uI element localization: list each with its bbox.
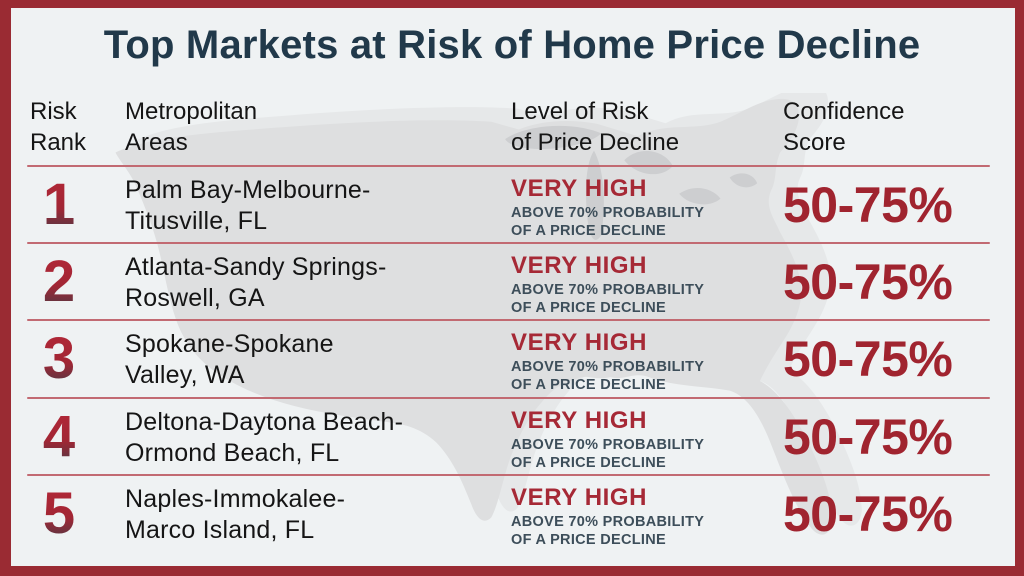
confidence-score-value: 50-75%: [783, 331, 953, 387]
risk-level-cell: VERY HIGH ABOVE 70% PROBABILITY OF A PRI…: [511, 252, 704, 317]
row-divider: [27, 165, 990, 167]
header-line: Level of Risk: [511, 98, 649, 125]
risk-rank-value: 1: [30, 173, 88, 237]
column-header-risk-rank: Risk Rank: [30, 96, 86, 158]
lake-michigan: [586, 150, 604, 240]
confidence-score-value: 50-75%: [783, 486, 953, 542]
risk-detail-line: ABOVE 70% PROBABILITY: [511, 205, 705, 221]
risk-rank-value: 4: [30, 405, 88, 469]
risk-level-detail: ABOVE 70% PROBABILITY OF A PRICE DECLINE: [511, 205, 704, 240]
page-title: Top Markets at Risk of Home Price Declin…: [103, 23, 921, 67]
confidence-score-value: 50-75%: [783, 177, 953, 233]
row-divider: [27, 474, 990, 476]
risk-detail-line: OF A PRICE DECLINE: [511, 222, 666, 239]
header-line: Metropolitan: [125, 98, 258, 125]
column-header-metro-areas: Metropolitan Areas: [125, 96, 257, 158]
risk-level-value: VERY HIGH: [511, 252, 648, 279]
lake-erie: [679, 188, 721, 205]
risk-level-value: VERY HIGH: [511, 329, 648, 356]
risk-rank-value: 5: [30, 482, 88, 546]
risk-detail-line: ABOVE 70% PROBABILITY: [511, 437, 705, 453]
metro-line: Ormond Beach, FL: [125, 439, 340, 467]
metro-area: Palm Bay-Melbourne- Titusville, FL: [125, 175, 371, 237]
lake-superior: [505, 125, 602, 149]
risk-level-detail: ABOVE 70% PROBABILITY OF A PRICE DECLINE: [511, 514, 704, 549]
metro-line: Spokane-Spokane: [125, 330, 334, 358]
risk-level-cell: VERY HIGH ABOVE 70% PROBABILITY OF A PRI…: [511, 175, 704, 240]
metro-area: Deltona-Daytona Beach- Ormond Beach, FL: [125, 407, 403, 469]
risk-detail-line: OF A PRICE DECLINE: [511, 454, 666, 471]
risk-level-value: VERY HIGH: [511, 484, 648, 511]
risk-rank-value: 3: [30, 327, 88, 391]
row-divider: [27, 242, 990, 244]
row-divider: [27, 397, 990, 399]
risk-level-cell: VERY HIGH ABOVE 70% PROBABILITY OF A PRI…: [511, 484, 704, 549]
table-row-5: 5 Naples-Immokalee- Marco Island, FL VER…: [0, 475, 1024, 553]
risk-level-detail: ABOVE 70% PROBABILITY OF A PRICE DECLINE: [511, 359, 704, 394]
row-divider: [27, 319, 990, 321]
header-line: of Price Decline: [511, 129, 680, 156]
header-line: Score: [783, 129, 846, 156]
risk-detail-line: OF A PRICE DECLINE: [511, 376, 666, 393]
table-row-2: 2 Atlanta-Sandy Springs- Roswell, GA VER…: [0, 243, 1024, 321]
header-line: Rank: [30, 129, 87, 156]
risk-level-cell: VERY HIGH ABOVE 70% PROBABILITY OF A PRI…: [511, 407, 704, 472]
header-line: Confidence: [783, 98, 905, 125]
header-line: Areas: [125, 129, 188, 156]
header-line: Risk: [30, 98, 77, 125]
us-map-silhouette: [115, 93, 862, 535]
metro-area: Atlanta-Sandy Springs- Roswell, GA: [125, 252, 386, 314]
risk-rank-value: 2: [30, 250, 88, 314]
metro-line: Palm Bay-Melbourne-: [125, 176, 371, 204]
metro-line: Roswell, GA: [125, 284, 265, 312]
column-header-risk-level: Level of Risk of Price Decline: [511, 96, 679, 158]
risk-level-cell: VERY HIGH ABOVE 70% PROBABILITY OF A PRI…: [511, 329, 704, 394]
risk-level-detail: ABOVE 70% PROBABILITY OF A PRICE DECLINE: [511, 437, 704, 472]
risk-detail-line: ABOVE 70% PROBABILITY: [511, 282, 705, 298]
metro-line: Titusville, FL: [125, 207, 268, 235]
metro-area: Spokane-Spokane Valley, WA: [125, 329, 334, 391]
metro-line: Marco Island, FL: [125, 516, 315, 544]
risk-level-detail: ABOVE 70% PROBABILITY OF A PRICE DECLINE: [511, 282, 704, 317]
us-map-land: [115, 98, 833, 535]
risk-level-value: VERY HIGH: [511, 407, 648, 434]
risk-detail-line: OF A PRICE DECLINE: [511, 531, 666, 548]
metro-line: Valley, WA: [125, 361, 245, 389]
metro-line: Deltona-Daytona Beach-: [125, 408, 404, 436]
table-row-4: 4 Deltona-Daytona Beach- Ormond Beach, F…: [0, 398, 1024, 476]
metro-line: Naples-Immokalee-: [125, 485, 346, 513]
risk-detail-line: ABOVE 70% PROBABILITY: [511, 514, 705, 530]
risk-detail-line: OF A PRICE DECLINE: [511, 299, 666, 316]
metro-line: Atlanta-Sandy Springs-: [125, 253, 387, 281]
risk-level-value: VERY HIGH: [511, 175, 648, 202]
confidence-score-value: 50-75%: [783, 254, 953, 310]
lake-huron: [624, 150, 673, 175]
risk-detail-line: ABOVE 70% PROBABILITY: [511, 359, 705, 375]
confidence-score-value: 50-75%: [783, 409, 953, 465]
table-row-1: 1 Palm Bay-Melbourne- Titusville, FL VER…: [0, 166, 1024, 244]
table-row-3: 3 Spokane-Spokane Valley, WA VERY HIGH A…: [0, 320, 1024, 398]
metro-area: Naples-Immokalee- Marco Island, FL: [125, 484, 345, 546]
column-header-confidence-score: Confidence Score: [783, 96, 904, 158]
lake-ontario: [729, 173, 758, 188]
